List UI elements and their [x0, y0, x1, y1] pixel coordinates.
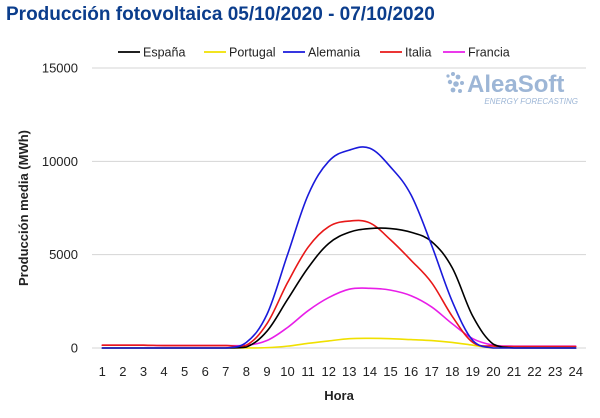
x-tick-label: 17 [424, 364, 438, 379]
x-tick-labels: 1 2 3 4 5 6 7 8 9 10 11 12 13 14 15 16 17 18 19 20 21 22 23 24 [99, 364, 583, 379]
legend-label-alemania: Alemania [308, 46, 360, 60]
chart-title: Producción fotovoltaica 05/10/2020 - 07/… [6, 4, 435, 25]
x-tick-label: 8 [243, 364, 250, 379]
x-tick-label: 12 [321, 364, 335, 379]
legend: España Portugal Alemania Italia Francia [118, 46, 510, 60]
x-axis-title: Hora [324, 388, 354, 403]
x-tick-label: 4 [160, 364, 167, 379]
x-tick-label: 14 [363, 364, 377, 379]
logo-brand: AleaSoft [467, 71, 564, 98]
legend-label-portugal: Portugal [229, 46, 276, 60]
y-tick-label: 0 [71, 341, 78, 356]
legend-label-espana: España [143, 46, 185, 60]
x-tick-label: 7 [222, 364, 229, 379]
logo-tagline: ENERGY FORECASTING [484, 97, 578, 106]
series-line-francia [101, 287, 577, 348]
x-tick-label: 19 [466, 364, 480, 379]
x-tick-label: 11 [301, 364, 315, 379]
grid-lines [92, 67, 586, 349]
x-tick-label: 20 [486, 364, 500, 379]
x-tick-label: 24 [568, 364, 582, 379]
series-line-alemania [101, 146, 577, 349]
series-line-italia [101, 219, 577, 348]
x-tick-label: 9 [263, 364, 270, 379]
x-tick-label: 1 [99, 364, 106, 379]
x-tick-label: 16 [404, 364, 418, 379]
x-tick-label: 15 [383, 364, 397, 379]
x-tick-label: 22 [527, 364, 541, 379]
x-tick-label: 5 [181, 364, 188, 379]
series-lines [101, 146, 577, 349]
y-tick-label: 10000 [42, 154, 78, 169]
x-tick-label: 13 [342, 364, 356, 379]
x-tick-label: 18 [445, 364, 459, 379]
aleasoft-logo: AleaSoft ENERGY FORECASTING [446, 71, 578, 106]
x-tick-label: 2 [119, 364, 126, 379]
series-line-espana [101, 227, 577, 349]
x-tick-label: 10 [280, 364, 294, 379]
x-tick-label: 21 [507, 364, 521, 379]
legend-label-italia: Italia [405, 46, 431, 60]
logo-dots-icon [446, 72, 464, 93]
y-tick-labels: 0 5000 10000 15000 [42, 61, 78, 356]
y-tick-label: 5000 [49, 247, 78, 262]
legend-label-francia: Francia [468, 46, 510, 60]
y-tick-label: 15000 [42, 61, 78, 76]
x-tick-label: 23 [548, 364, 562, 379]
x-tick-label: 6 [202, 364, 209, 379]
y-axis-title: Producción media (MWh) [16, 130, 31, 286]
x-tick-label: 3 [140, 364, 147, 379]
